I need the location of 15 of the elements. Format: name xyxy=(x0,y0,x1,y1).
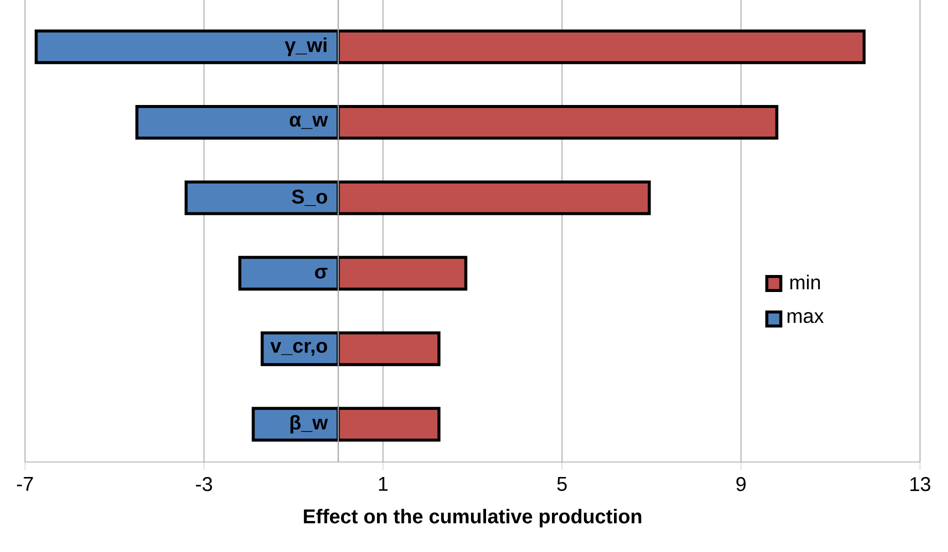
x-tick-label: 1 xyxy=(379,477,388,491)
x-tick-label: -3 xyxy=(196,477,212,492)
x-tick-label: 9 xyxy=(736,477,746,492)
y-tick-label: β_w xyxy=(290,414,328,434)
x-axis-title: Effect on the cumulative production xyxy=(304,508,642,528)
x-tick-label: -7 xyxy=(17,477,33,491)
y-tick-label: S_o xyxy=(292,190,328,206)
legend-label: min xyxy=(790,274,820,290)
y-tick-label: σ xyxy=(315,268,328,279)
y-tick-label: α_w xyxy=(290,116,328,129)
legend-label: max xyxy=(788,312,824,324)
y-tick-label: v_cr,o xyxy=(270,342,328,356)
x-tick-label: 5 xyxy=(557,477,567,491)
x-tick-label: 13 xyxy=(910,477,930,492)
y-tick-label: γ_wi xyxy=(284,38,326,56)
